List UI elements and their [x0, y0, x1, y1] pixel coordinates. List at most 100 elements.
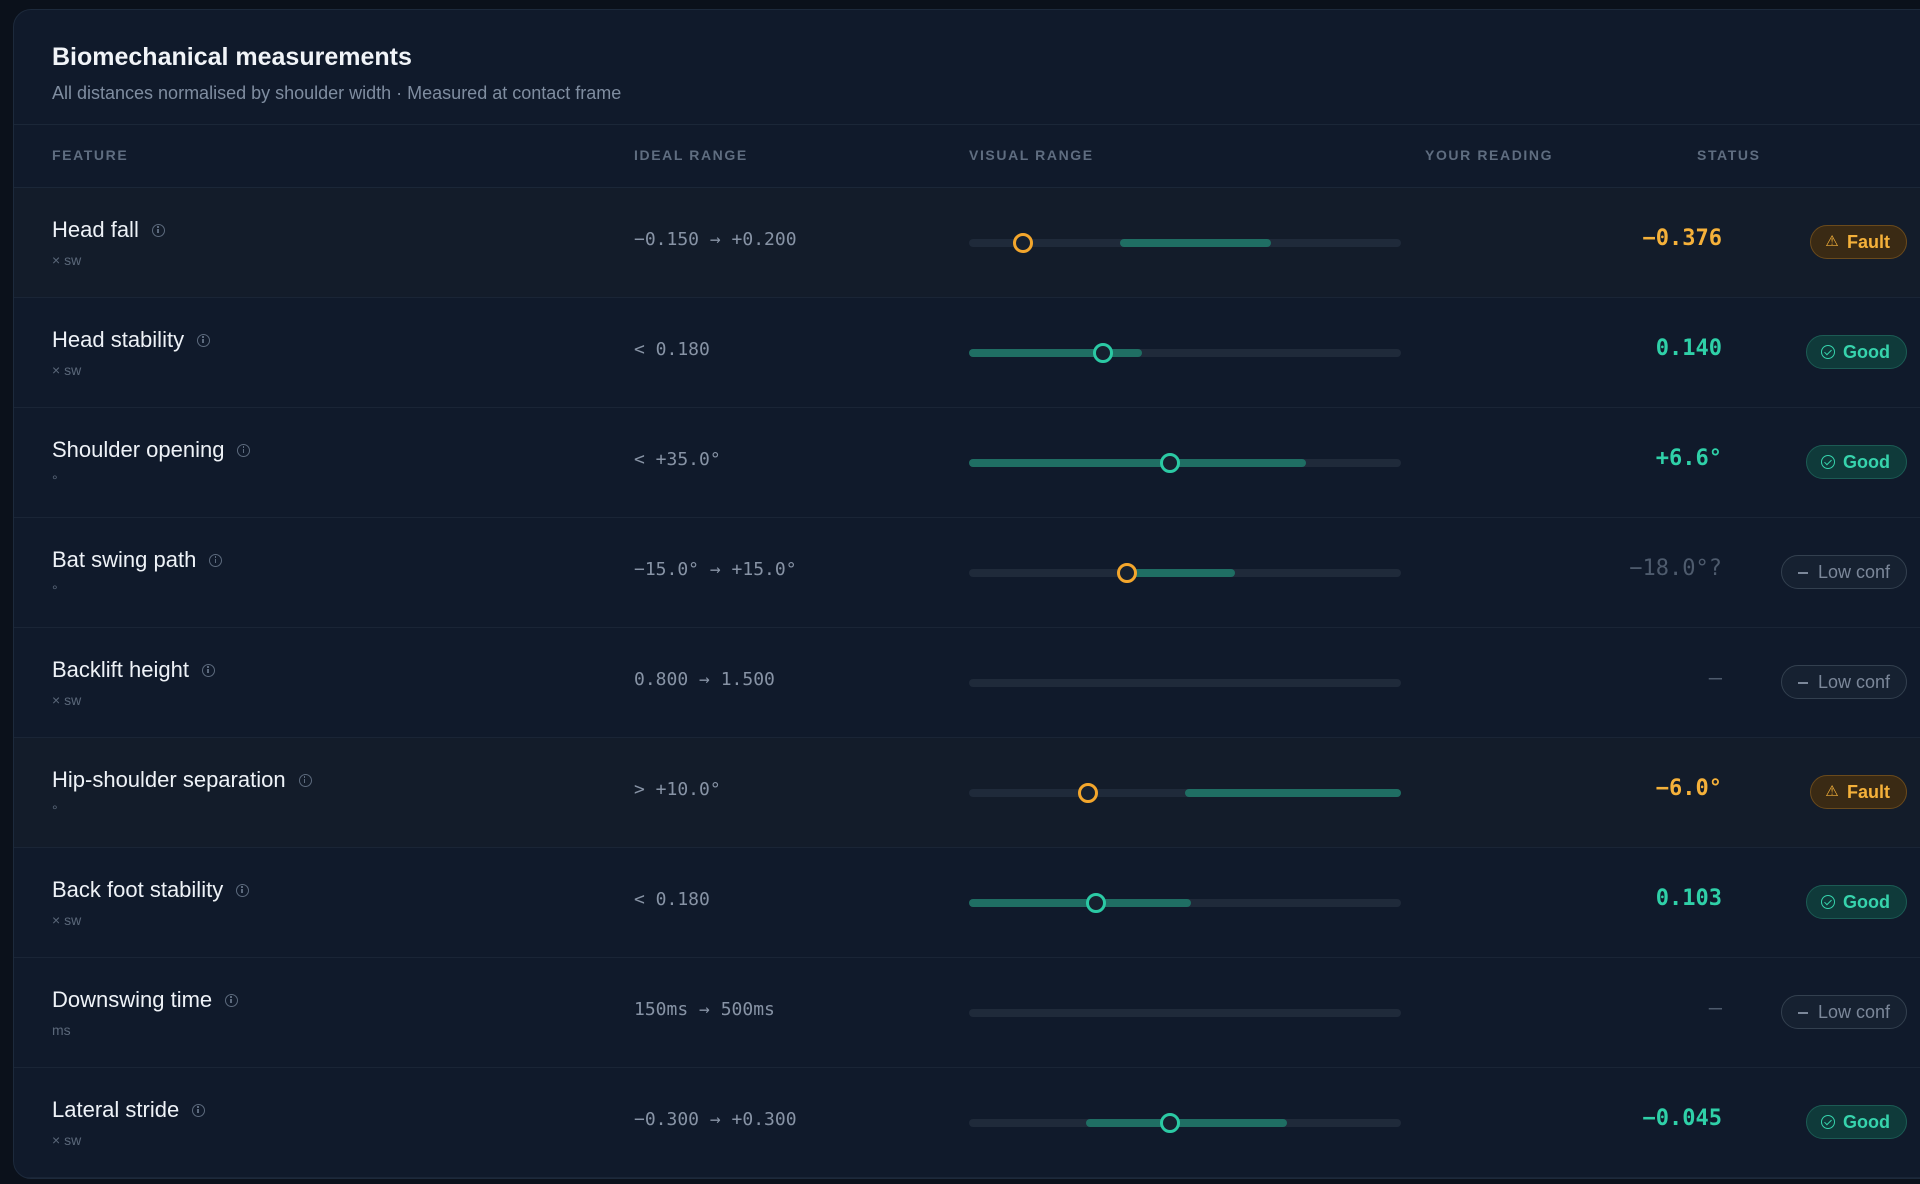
ideal-range: −0.300 → +0.300	[634, 1109, 797, 1130]
card-subtitle: All distances normalised by shoulder wid…	[52, 83, 622, 103]
feature-name: Head stability	[52, 325, 211, 355]
info-icon[interactable]	[225, 993, 239, 1007]
feature-unit: °	[52, 802, 58, 818]
status-badge: Low conf	[1780, 995, 1907, 1029]
info-icon[interactable]	[201, 663, 215, 677]
table-body: Head fall × sw −0.150 → +0.200 −0.376 ⚠ …	[14, 188, 1920, 1178]
feature-label: Head stability	[52, 327, 185, 352]
status-badge: Good	[1806, 885, 1907, 919]
ideal-band	[1126, 569, 1235, 577]
info-icon[interactable]	[151, 223, 165, 237]
feature-name: Head fall	[52, 215, 165, 245]
feature-unit: °	[52, 472, 58, 488]
table-header: FEATURE IDEAL RANGE VISUAL RANGE YOUR RE…	[14, 125, 1920, 188]
info-icon[interactable]	[237, 443, 251, 457]
feature-unit: × sw	[52, 692, 82, 708]
feature-name: Backlift height	[52, 655, 215, 685]
reading-value: 0.140	[1655, 336, 1722, 361]
table-row: Shoulder opening ° < +35.0° +6.6° Good	[14, 408, 1920, 518]
table-row: Head stability × sw < 0.180 0.140 Good	[14, 298, 1920, 408]
check-circle-icon	[1821, 345, 1835, 359]
check-circle-icon	[1821, 895, 1835, 909]
ideal-range: < 0.180	[634, 889, 710, 910]
ideal-range: −0.150 → +0.200	[634, 229, 797, 250]
reading-marker	[1159, 1113, 1180, 1133]
reading-marker	[1013, 233, 1033, 253]
feature-name: Hip-shoulder separation	[52, 765, 312, 795]
status-badge: Low conf	[1780, 555, 1907, 589]
status-label: Good	[1843, 341, 1890, 362]
reading-value: −0.376	[1642, 226, 1722, 251]
range-track	[969, 783, 1401, 803]
card-header: Biomechanical measurements All distances…	[14, 10, 1920, 125]
status-label: Good	[1843, 891, 1890, 912]
feature-label: Back foot stability	[52, 877, 224, 902]
feature-label: Shoulder opening	[52, 437, 225, 462]
ideal-range: 0.800 → 1.500	[634, 669, 775, 690]
info-icon[interactable]	[209, 553, 223, 567]
range-track	[969, 343, 1401, 363]
status-label: Fault	[1847, 231, 1890, 252]
ideal-range: < +35.0°	[634, 449, 721, 470]
measurements-card: Biomechanical measurements All distances…	[13, 9, 1920, 1179]
ideal-band	[969, 899, 1192, 907]
column-status: STATUS	[1697, 147, 1761, 163]
ideal-band	[1085, 1119, 1287, 1127]
info-icon[interactable]	[298, 773, 312, 787]
feature-name: Shoulder opening	[52, 435, 251, 465]
reading-value: 0.103	[1655, 886, 1722, 911]
feature-unit: × sw	[52, 912, 82, 928]
range-track	[969, 893, 1401, 913]
status-label: Low conf	[1817, 1001, 1890, 1022]
ideal-band	[969, 459, 1306, 467]
warning-triangle-icon: ⚠	[1825, 233, 1839, 250]
info-icon[interactable]	[236, 883, 250, 897]
reading-value: +6.6°	[1655, 446, 1722, 471]
table-row: Head fall × sw −0.150 → +0.200 −0.376 ⚠ …	[14, 188, 1920, 298]
range-track	[969, 679, 1401, 687]
feature-name: Bat swing path	[52, 545, 223, 575]
feature-unit: °	[52, 582, 58, 598]
status-label: Good	[1843, 451, 1890, 472]
column-your-reading: YOUR READING	[1425, 147, 1554, 163]
feature-label: Head fall	[52, 217, 139, 242]
ideal-range: 150ms → 500ms	[634, 999, 775, 1020]
status-badge: Good	[1806, 445, 1907, 479]
check-circle-icon	[1821, 1115, 1835, 1129]
range-track	[969, 453, 1401, 473]
info-icon[interactable]	[197, 333, 211, 347]
minus-icon	[1796, 1005, 1810, 1019]
ideal-range: > +10.0°	[634, 779, 721, 800]
reading-marker	[1159, 453, 1180, 473]
table-row: Hip-shoulder separation ° > +10.0° −6.0°…	[14, 738, 1920, 848]
reading-value: −6.0°	[1655, 776, 1722, 801]
status-label: Good	[1843, 1111, 1890, 1132]
info-icon[interactable]	[192, 1103, 206, 1117]
range-track	[969, 1009, 1401, 1017]
status-badge: Good	[1806, 335, 1907, 369]
table-row: Lateral stride × sw −0.300 → +0.300 −0.0…	[14, 1068, 1920, 1178]
range-track	[969, 1113, 1401, 1133]
status-label: Low conf	[1817, 561, 1890, 582]
column-visual-range: VISUAL RANGE	[969, 147, 1094, 163]
range-track	[969, 563, 1401, 583]
reading-value: −18.0°?	[1629, 556, 1722, 581]
status-label: Low conf	[1817, 671, 1890, 692]
reading-value: −0.045	[1642, 1106, 1722, 1131]
reading-marker	[1116, 563, 1137, 583]
card-title: Biomechanical measurements	[52, 43, 412, 71]
feature-unit: × sw	[52, 1132, 82, 1148]
reading-value: —	[1708, 666, 1722, 691]
ideal-band	[1185, 789, 1401, 797]
ideal-range: −15.0° → +15.0°	[634, 559, 797, 580]
status-badge: ⚠ Fault	[1810, 225, 1907, 259]
feature-label: Backlift height	[52, 657, 189, 682]
reading-marker	[1086, 893, 1107, 913]
warning-triangle-icon: ⚠	[1825, 783, 1839, 800]
table-row: Bat swing path ° −15.0° → +15.0° −18.0°?…	[14, 518, 1920, 628]
column-ideal-range: IDEAL RANGE	[634, 147, 748, 163]
ideal-range: < 0.180	[634, 339, 710, 360]
table-row: Downswing time ms 150ms → 500ms — Low co…	[14, 958, 1920, 1068]
status-badge: ⚠ Fault	[1810, 775, 1907, 809]
feature-label: Bat swing path	[52, 547, 197, 572]
